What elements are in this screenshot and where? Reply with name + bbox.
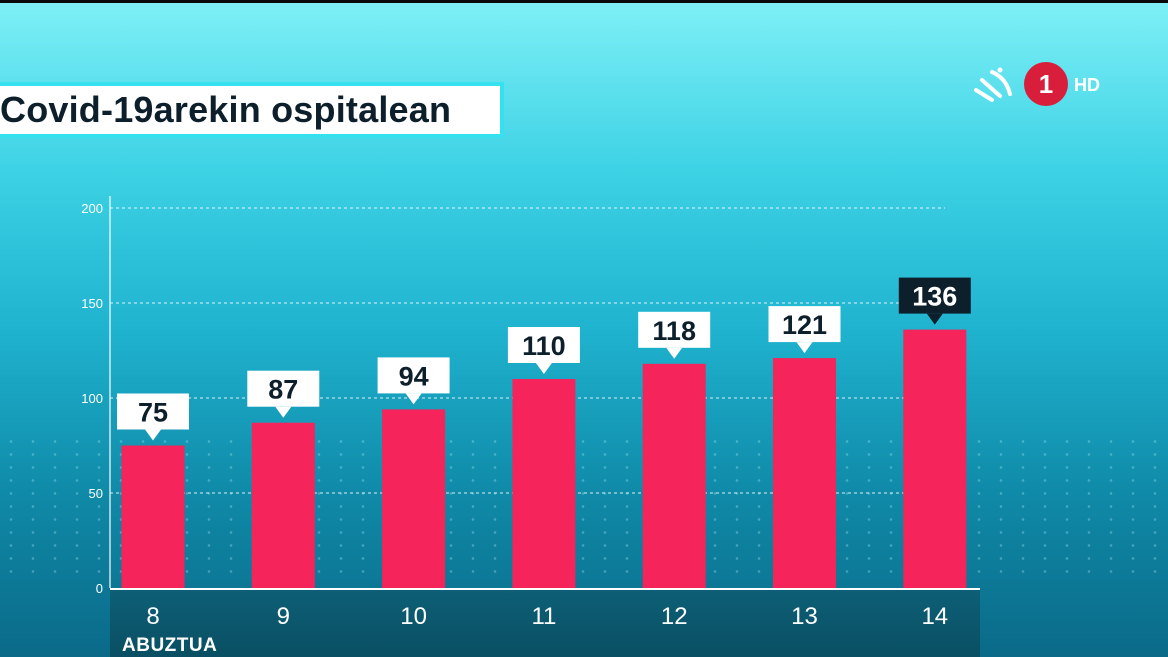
data-label-box <box>898 277 971 314</box>
y-tick-label: 150 <box>81 296 103 311</box>
bar <box>382 409 446 588</box>
y-tick-label: 200 <box>81 201 103 216</box>
data-label: 75 <box>138 398 168 428</box>
y-tick-label: 0 <box>96 581 103 596</box>
x-tick-label: 12 <box>661 603 688 630</box>
bar <box>903 329 967 588</box>
background-dots <box>0 435 1168 575</box>
bar <box>642 363 706 588</box>
x-tick-label: 10 <box>400 603 427 630</box>
data-label-box <box>507 327 580 363</box>
swirl-icon <box>974 67 1012 102</box>
y-tick-label: 100 <box>81 391 103 406</box>
data-label-pointer <box>796 342 813 354</box>
y-tick-label: 50 <box>89 486 103 501</box>
x-tick-label: 8 <box>146 603 159 630</box>
data-label-pointer <box>405 393 422 405</box>
data-label-pointer <box>535 363 552 374</box>
etb1-logo: 1 HD <box>974 62 1100 106</box>
channel-number: 1 <box>1039 69 1053 99</box>
data-label-box <box>377 357 450 394</box>
data-label-pointer <box>145 429 161 441</box>
bar <box>121 445 185 588</box>
data-label: 94 <box>399 361 429 391</box>
data-label-pointer <box>926 313 943 325</box>
data-label-box <box>247 370 320 407</box>
data-label: 110 <box>522 331 566 361</box>
channel-circle <box>1024 62 1068 106</box>
bar <box>512 379 576 588</box>
month-label: ABUZTUA <box>122 635 218 656</box>
x-tick-label: 9 <box>277 603 290 630</box>
bar <box>251 422 315 588</box>
data-label: 118 <box>652 316 696 346</box>
bar <box>773 358 836 588</box>
x-tick-label: 11 <box>531 603 556 630</box>
data-label-box <box>638 311 711 348</box>
x-axis-band <box>110 590 980 657</box>
data-label-box <box>117 393 189 430</box>
data-label: 87 <box>268 375 298 405</box>
x-tick-label: 13 <box>791 603 818 630</box>
data-label: 121 <box>782 310 827 340</box>
data-label-pointer <box>666 347 683 359</box>
data-label-box <box>768 306 841 343</box>
top-border <box>0 0 1168 3</box>
data-label-pointer <box>275 406 292 418</box>
data-label: 136 <box>912 282 957 312</box>
hd-label: HD <box>1074 75 1100 95</box>
x-tick-label: 14 <box>921 603 948 630</box>
title-box <box>0 82 504 138</box>
page-title: Covid-19arekin ospitalean <box>0 89 452 130</box>
